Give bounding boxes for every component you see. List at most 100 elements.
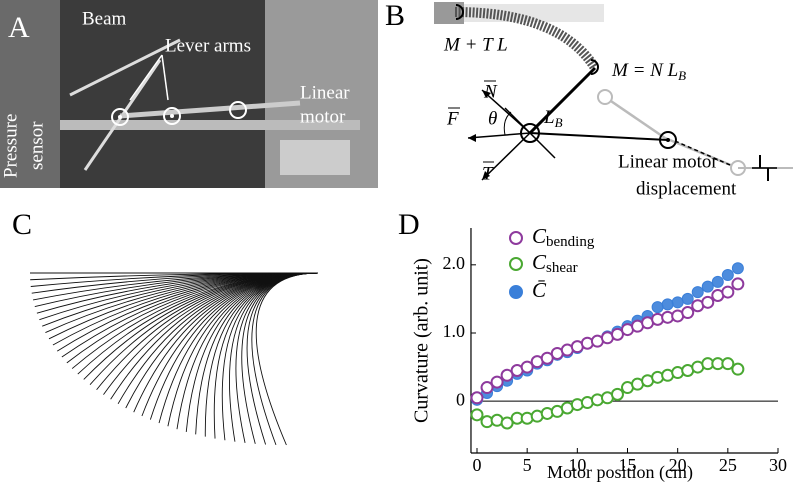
pivot-dot [170, 114, 174, 118]
rest-beam [464, 4, 604, 22]
pivot [163, 107, 181, 125]
legend-marker [509, 285, 523, 299]
data-point [610, 387, 624, 401]
data-point [691, 286, 704, 299]
x-axis-label: Motor position (cm) [547, 462, 693, 483]
diagram-label: F [446, 108, 459, 129]
pivot [229, 101, 247, 119]
data-point [480, 381, 494, 395]
arrowhead [468, 134, 476, 142]
data-point [610, 327, 624, 341]
data-point [711, 275, 724, 288]
data-point [701, 280, 714, 293]
data-point [671, 296, 684, 309]
sensor-body [0, 0, 60, 188]
n-arrow [481, 89, 531, 134]
y-tick-label: 2.0 [443, 253, 466, 273]
moment-arrow [590, 59, 599, 75]
panel-label: D [398, 208, 420, 241]
lever [528, 66, 597, 135]
pivot [111, 108, 129, 126]
beam [69, 38, 181, 97]
beam [454, 7, 600, 71]
data-point [470, 408, 484, 422]
legend-label: Cshear [532, 250, 578, 277]
data-point [470, 391, 484, 405]
arrowhead [482, 90, 491, 98]
photo-panel: A Beam Lever arms Pressure sensor Linear… [0, 0, 378, 188]
beam-shapes: C [12, 208, 319, 446]
angle-arc [503, 111, 512, 136]
label-sub: B [555, 115, 563, 130]
data-point [651, 301, 664, 314]
panel-label: A [8, 11, 30, 44]
panel-label: C [12, 208, 32, 241]
legend-marker [509, 257, 523, 271]
y-tick-label: 0 [456, 389, 465, 409]
beam-shape [77, 272, 319, 375]
rod [529, 132, 669, 141]
pointer [161, 54, 169, 101]
moment-arrow [455, 4, 464, 20]
pivot-dot [118, 115, 122, 119]
data-point [721, 269, 734, 282]
data-point [731, 262, 744, 275]
data-point [520, 360, 534, 374]
arrowhead [482, 171, 490, 180]
joint-dot [666, 138, 670, 142]
x-tick-label: 20 [669, 455, 687, 475]
diagram-label: M + T L [443, 34, 508, 55]
data-point [500, 416, 514, 430]
label-sub: B [678, 68, 686, 83]
photo-label: Linear [300, 82, 350, 103]
photo-label: Pressure [0, 114, 21, 178]
beam-shape [110, 272, 319, 400]
data-point [681, 292, 694, 305]
data-point [500, 368, 514, 382]
beam-shape [251, 272, 319, 446]
t-arrow [481, 132, 531, 181]
plate [280, 140, 350, 175]
data-point [721, 285, 735, 299]
diagram-label: T [482, 163, 494, 184]
diagram-label: M = N LB [611, 60, 686, 83]
beam-shape [229, 272, 319, 442]
pointer [129, 54, 163, 101]
diagram-label: N [483, 81, 498, 102]
photo-label: Beam [82, 8, 127, 29]
beam-shape [246, 272, 319, 445]
ghost-lever [604, 95, 666, 140]
x-tick-label: 30 [769, 455, 787, 475]
photo-label: Lever arms [165, 35, 251, 56]
diagram-label: θ [488, 108, 497, 129]
data-point [731, 362, 745, 376]
diagram-label: LB [543, 107, 563, 130]
y-axis-label: Curvature (arb. unit) [411, 258, 433, 423]
data-point [661, 298, 674, 311]
diagram-label: Linear motor [618, 151, 718, 172]
legend-label: Cbending [532, 224, 595, 251]
ghost-joint [597, 89, 613, 105]
x-tick-label: 25 [719, 455, 737, 475]
chart: D 0 5 10 15 20 25 30 0 1.0 2.0 Motor position (cm)… [398, 208, 787, 483]
label-main: M = N L [611, 60, 678, 81]
label-main: L [543, 107, 555, 128]
x-tick-label: 5 [523, 455, 532, 475]
diagram-panel: B M + T L M = N LB N F θ LB [385, 0, 793, 199]
force-arrow [467, 132, 531, 139]
displacement [674, 140, 731, 166]
data-point [540, 351, 554, 365]
data-point [490, 375, 504, 389]
x-tick-label: 15 [619, 455, 637, 475]
photo-label: sensor [26, 121, 47, 170]
photo-label: motor [300, 106, 346, 127]
rail [60, 120, 360, 130]
beam-shape [255, 272, 319, 446]
data-point [701, 295, 715, 309]
beam-shape [125, 272, 319, 409]
x-tick-label: 0 [473, 455, 482, 475]
beam-shape [213, 272, 319, 439]
diagram-label: displacement [636, 178, 737, 199]
legend-marker [509, 231, 523, 245]
